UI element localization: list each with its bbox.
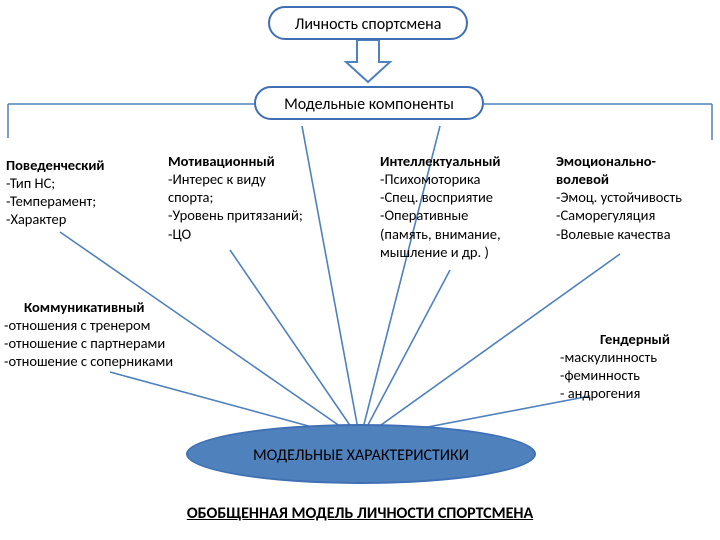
footer-title: ОБОБЩЕННАЯ МОДЕЛЬ ЛИЧНОСТИ СПОРТСМЕНА [0,504,720,523]
block-item: -Интерес к виду [168,170,303,188]
pill-middle-label: Модельные компоненты [284,95,454,114]
block-communicative: Коммуникативный-отношения с тренером-отн… [4,298,173,371]
block-item: -ЦО [168,225,303,243]
block-title2: волевой [556,170,682,188]
block-behavioral: Поведенческий-Тип НС;-Темперамент;-Харак… [6,156,104,229]
block-motivational: Мотивационный-Интерес к видуспорта;-Уров… [168,152,303,243]
block-item: -маскулинность [560,348,670,366]
block-item: -Саморегуляция [556,206,682,224]
pill-top-label: Личность спортсмена [295,15,442,34]
block-item: -Тип НС; [6,174,104,192]
block-intellectual: Интеллектуальный-Психомоторика-Спец. вос… [380,152,501,261]
block-item: - андрогения [560,384,670,402]
block-item: -отношение с партнерами [4,334,173,352]
block-emotional: Эмоционально-волевой-Эмоц. устойчивость-… [556,152,682,243]
block-title: Поведенческий [6,156,104,174]
block-item: спорта; [168,188,303,206]
block-item: -Эмоц. устойчивость [556,188,682,206]
block-title: Мотивационный [168,152,303,170]
block-item: -Темперамент; [6,192,104,210]
block-item: -Волевые качества [556,225,682,243]
block-item: -феминность [560,366,670,384]
block-item: -отношение с соперниками [4,352,173,370]
block-item: (память, внимание, [380,225,501,243]
block-title: Коммуникативный [24,298,173,316]
block-title: Интеллектуальный [380,152,501,170]
block-item: -Психомоторика [380,170,501,188]
block-item: -Характер [6,210,104,228]
oval-label: МОДЕЛЬНЫЕ ХАРАКТЕРИСТИКИ [253,446,469,465]
block-item: -отношения с тренером [4,316,173,334]
block-gender: Гендерный-маскулинность-феминность- андр… [560,330,670,403]
block-title: Гендерный [600,330,670,348]
block-item: -Спец. восприятие [380,188,501,206]
block-item: мышление и др. ) [380,243,501,261]
block-item: -Уровень притязаний; [168,206,303,224]
pill-top: Личность спортсмена [268,6,468,40]
block-title: Эмоционально- [556,152,682,170]
footer-text: ОБОБЩЕННАЯ МОДЕЛЬ ЛИЧНОСТИ СПОРТСМЕНА [187,504,533,523]
block-item: -Оперативные [380,206,501,224]
pill-middle: Модельные компоненты [254,86,484,120]
oval-characteristics: МОДЕЛЬНЫЕ ХАРАКТЕРИСТИКИ [186,424,536,484]
